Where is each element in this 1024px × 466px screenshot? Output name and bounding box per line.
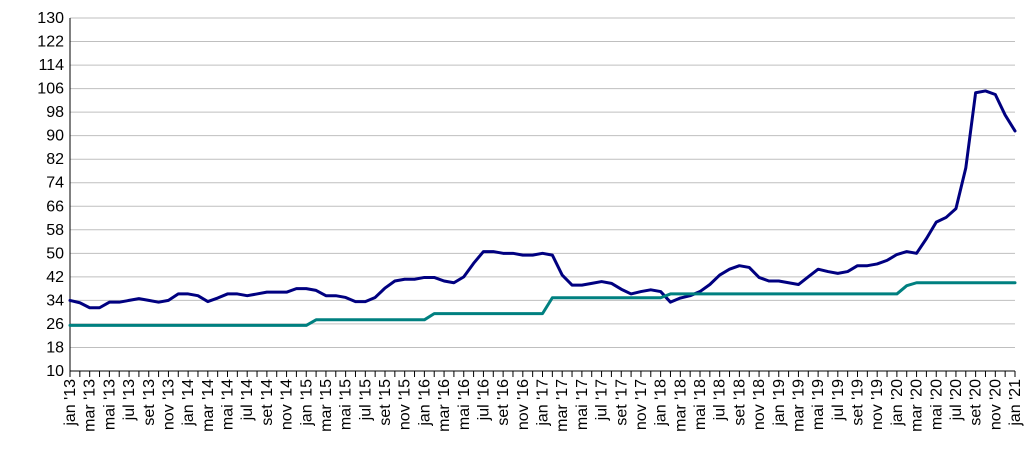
x-tick-label: set '16 [495,379,512,426]
y-tick-label: 66 [46,198,64,215]
y-tick-label: 50 [46,245,64,262]
x-tick-label: mai '13 [101,379,118,430]
x-tick-label: jul '18 [712,379,729,421]
x-tick-label: nov '18 [751,379,768,430]
y-tick-label: 106 [37,81,64,98]
y-tick-label: 42 [46,269,64,286]
y-tick-label: 90 [46,128,64,145]
y-tick-label: 26 [46,316,64,333]
x-tick-label: nov '14 [279,379,296,430]
x-tick-label: mar '19 [790,379,807,432]
x-tick-label: jul '14 [239,379,256,421]
x-tick-label: mai '16 [456,379,473,430]
x-tick-label: nov '16 [515,379,532,430]
x-tick-label: mar '16 [436,379,453,432]
x-tick-label: jul '15 [357,379,374,421]
x-tick-label: mai '20 [928,379,945,430]
x-tick-label: mai '17 [574,379,591,430]
x-tick-label: set '14 [259,379,276,426]
y-tick-label: 130 [37,10,64,27]
x-tick-label: set '13 [141,379,158,426]
x-tick-label: mai '19 [810,379,827,430]
x-tick-label: set '20 [968,379,985,426]
x-tick-label: jan '18 [653,379,670,427]
x-tick-label: jul '19 [830,379,847,421]
series-line-2 [68,281,1017,327]
x-tick-label: mar '15 [318,379,335,432]
x-tick-label: jan '20 [889,379,906,427]
y-tick-label: 122 [37,34,64,51]
y-tick-label: 18 [46,339,64,356]
x-tick-label: jul '13 [121,379,138,421]
y-tick-label: 114 [38,57,64,74]
x-tick-label: jan '15 [298,379,315,427]
y-tick-label: 74 [46,175,64,192]
x-tick-label: mar '17 [554,379,571,432]
x-tick-label: jul '20 [948,379,965,421]
x-tick-label: jan '19 [771,379,788,427]
y-tick-label: 82 [46,151,64,168]
x-tick-label: jan '17 [535,379,552,427]
x-axis: jan '13 mar '13 mai '13 jul '13 set '13 nov '… [62,370,1024,432]
y-axis: 10 18 26 34 42 50 58 66 74 82 90 98 106 114 122 130 [37,10,71,380]
x-tick-label: nov '20 [987,379,1004,430]
gridlines [70,17,1015,348]
x-tick-label: mar '13 [82,379,99,432]
x-tick-label: nov '15 [397,379,414,430]
x-tick-label: nov '19 [869,379,886,430]
x-tick-label: jan '14 [180,379,197,427]
series-line-1 [68,89,1017,310]
x-tick-label: jul '17 [594,379,611,421]
y-tick-label: 34 [46,292,64,309]
x-tick-label: mar '18 [672,379,689,432]
x-tick-label: set '18 [731,379,748,426]
x-tick-label: jul '16 [475,379,492,421]
x-tick-label: mai '14 [220,379,237,430]
x-tick-label: mar '14 [200,379,217,432]
x-tick-label: mai '15 [338,379,355,430]
x-tick-label: jan '13 [62,379,79,427]
x-tick-label: mar '20 [909,379,926,432]
x-tick-label: set '15 [377,379,394,426]
x-tick-label: set '17 [613,379,630,426]
x-tick-label: nov '13 [160,379,177,430]
series-lines [68,89,1017,327]
x-tick-label: jan '16 [416,379,433,427]
y-tick-label: 58 [46,222,64,239]
x-tick-label: set '19 [850,379,867,426]
x-tick-label: mai '18 [692,379,709,430]
y-tick-label: 10 [46,363,64,380]
x-tick-label: jan '21 [1007,379,1024,427]
y-tick-label: 98 [46,104,64,121]
x-tick-label: nov '17 [633,379,650,430]
